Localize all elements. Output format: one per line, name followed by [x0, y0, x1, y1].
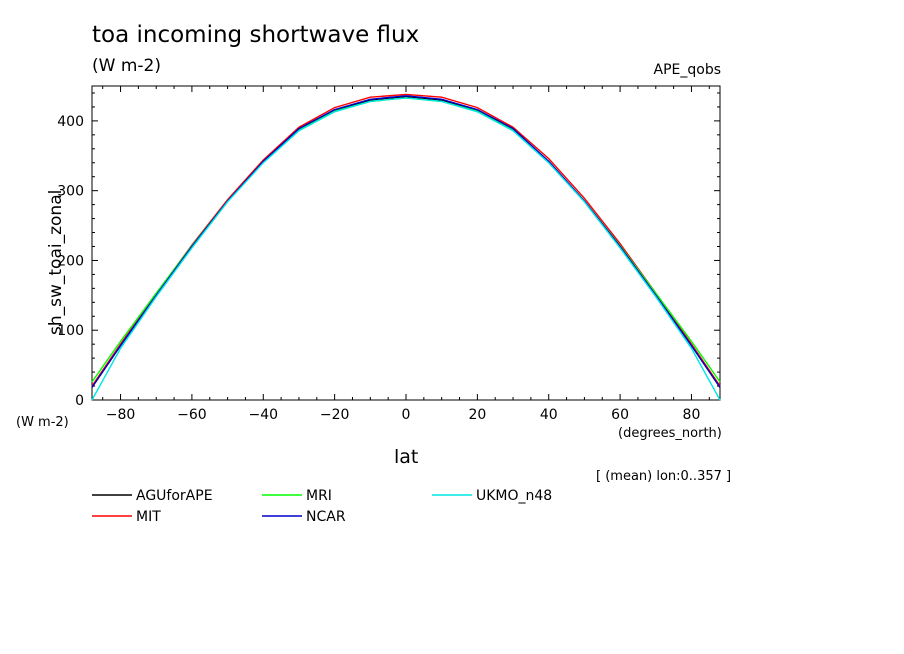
x-tick-label: −20: [320, 407, 350, 423]
x-tick-label: −60: [177, 407, 207, 423]
x-tick-label: −80: [106, 407, 136, 423]
chart-title: toa incoming shortwave flux: [92, 22, 420, 48]
series-line-mri: [91, 97, 721, 383]
y-tick-label: 300: [57, 184, 84, 200]
series-line-ukmo_n48: [91, 97, 721, 401]
legend-label-mri: MRI: [306, 488, 332, 504]
plot-frame: [91, 85, 721, 401]
y-tick-label: 400: [57, 114, 84, 130]
x-tick-label: 20: [468, 407, 486, 423]
x-axis-units: (degrees_north): [618, 426, 722, 441]
y-tick-label: 200: [57, 253, 84, 269]
y-tick-label: 100: [57, 323, 84, 339]
legend-label-ncar: NCAR: [306, 509, 346, 525]
x-tick-label: 80: [683, 407, 701, 423]
x-tick-label: 40: [540, 407, 558, 423]
mean-note: [ (mean) lon:0..357 ]: [596, 469, 732, 484]
legend-label-mit: MIT: [136, 509, 161, 525]
dataset-label: APE_qobs: [653, 62, 722, 78]
legend-label-aguforape: AGUforAPE: [136, 488, 213, 504]
chart-units: (W m-2): [92, 56, 161, 76]
x-tick-label: 60: [611, 407, 629, 423]
legend-label-ukmo_n48: UKMO_n48: [476, 488, 552, 504]
x-tick-label: 0: [402, 407, 411, 423]
series-line-mit: [91, 93, 721, 387]
y-axis-units: (W m-2): [16, 415, 69, 430]
x-axis-label: lat: [394, 446, 419, 468]
y-tick-label: 0: [75, 393, 84, 409]
x-tick-label: −40: [248, 407, 278, 423]
series-line-aguforape: [91, 95, 721, 388]
series-line-ncar: [91, 95, 721, 388]
